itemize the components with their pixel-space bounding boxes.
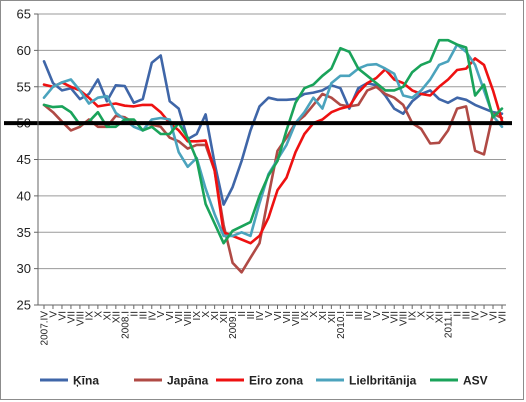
x-tick-label-33: 2010.I: [336, 311, 347, 339]
x-tick-label-42: X: [417, 311, 428, 318]
y-tick-label-4: 45: [17, 152, 31, 167]
y-tick-label-8: 65: [17, 7, 31, 22]
series-lines: [42, 38, 504, 274]
x-tick-label-43: XI: [426, 311, 437, 320]
x-tick-label-51: VII: [498, 311, 509, 323]
x-tick-label-18: X: [201, 311, 212, 318]
legend-label-1: Japāna: [167, 374, 209, 388]
y-tick-label-6: 55: [17, 79, 31, 94]
x-tick-label-13: V: [156, 311, 167, 318]
x-axis-ticks: 2007.IVVVIVIIVIIIIXXXIXII2008.IIIIIIIVVV…: [40, 305, 509, 345]
x-tick-label-37: V: [372, 311, 383, 318]
legend-label-3: Lielbritānija: [349, 374, 417, 388]
x-tick-label-27: VII: [282, 311, 293, 323]
x-tick-label-21: 2009.I: [228, 311, 239, 339]
x-tick-label-34: II: [345, 311, 356, 317]
x-tick-label-38: VI: [381, 311, 392, 320]
x-tick-label-4: VIII: [75, 311, 86, 326]
x-tick-label-46: II: [453, 311, 464, 317]
y-tick-label-7: 60: [17, 43, 31, 58]
x-tick-label-15: VII: [174, 311, 185, 323]
x-tick-label-2: VI: [57, 311, 68, 320]
y-tick-label-1: 30: [17, 261, 31, 276]
x-tick-label-10: II: [129, 311, 140, 317]
legend-label-0: Ķīna: [73, 374, 99, 388]
legend-label-4: ASV: [463, 374, 488, 388]
x-tick-label-44: XII: [435, 311, 446, 323]
x-tick-label-29: IX: [300, 311, 311, 321]
x-tick-label-11: III: [138, 311, 149, 319]
series-line-2: [42, 57, 504, 245]
x-tick-label-22: II: [237, 311, 248, 317]
x-tick-label-20: XII: [219, 311, 230, 323]
x-tick-label-40: VIII: [399, 311, 410, 326]
series-line-4: [42, 38, 504, 245]
x-tick-label-39: VII: [390, 311, 401, 323]
x-tick-label-5: IX: [84, 311, 95, 321]
x-tick-label-28: VIII: [291, 311, 302, 326]
y-tick-label-0: 25: [17, 298, 31, 313]
x-tick-label-30: X: [309, 311, 320, 318]
x-tick-label-49: V: [480, 311, 491, 318]
x-tick-label-12: IV: [147, 311, 158, 321]
y-tick-label-2: 35: [17, 225, 31, 240]
legend: Ķīna Japāna Eiro zona Lielbritānija ASV: [40, 374, 488, 388]
y-tick-label-3: 40: [17, 188, 31, 203]
x-tick-label-3: VII: [66, 311, 77, 323]
series-line-0: [42, 54, 504, 206]
x-tick-label-1: V: [48, 311, 59, 318]
x-tick-label-50: VI: [489, 311, 500, 320]
x-tick-label-16: VIII: [183, 311, 194, 326]
x-tick-label-31: XI: [318, 311, 329, 320]
x-tick-label-47: III: [462, 311, 473, 319]
x-tick-label-41: IX: [408, 311, 419, 321]
gridlines: [38, 13, 506, 306]
x-tick-label-26: VI: [273, 311, 284, 320]
x-tick-label-19: XI: [210, 311, 221, 320]
x-tick-label-0: 2007.IV: [40, 311, 51, 346]
legend-label-2: Eiro zona: [249, 374, 303, 388]
x-tick-label-25: V: [264, 311, 275, 318]
x-tick-label-45: 2011.I: [444, 311, 455, 338]
x-tick-label-8: XII: [111, 311, 122, 323]
y-axis-ticks: 253035404550556065: [17, 7, 38, 313]
series-line-1: [42, 85, 504, 274]
x-tick-label-36: IV: [363, 311, 374, 321]
x-tick-label-24: IV: [255, 311, 266, 321]
x-tick-label-32: XII: [327, 311, 338, 323]
x-tick-label-23: III: [246, 311, 257, 319]
x-tick-label-17: IX: [192, 311, 203, 321]
x-tick-label-9: 2008.I: [120, 311, 131, 339]
x-tick-label-7: XI: [102, 311, 113, 320]
x-tick-label-35: III: [354, 311, 365, 319]
x-tick-label-48: IV: [471, 311, 482, 321]
x-tick-label-14: VI: [165, 311, 176, 320]
x-tick-label-6: X: [93, 311, 104, 318]
